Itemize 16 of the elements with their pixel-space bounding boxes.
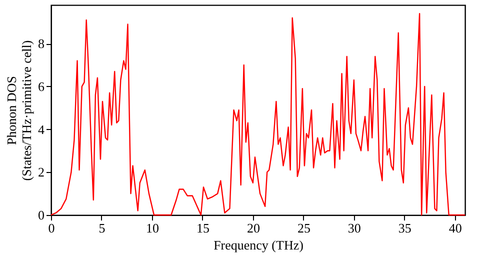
x-tick-label: 40	[448, 220, 462, 236]
y-tick-label: 4	[38, 122, 45, 137]
y-tick-label: 2	[38, 164, 44, 180]
y-tick-label: 0	[38, 208, 44, 222]
x-axis-title: Frequency (THz)	[214, 238, 304, 252]
x-tick-label: 10	[146, 220, 159, 236]
x-tick-label: 25	[297, 220, 310, 236]
x-tick-label: 20	[246, 220, 260, 236]
y-axis-title: Phonon DOS (States/THz·primitive cell)	[4, 40, 34, 181]
y-tick-label: 8	[38, 36, 44, 52]
x-tick-label: 30	[348, 220, 361, 236]
x-tick-label: 0	[48, 220, 55, 236]
y-tick-label: 6	[38, 78, 45, 94]
x-tick-label: 35	[398, 220, 412, 236]
x-tick-label: 15	[196, 220, 210, 236]
x-tick-label: 5	[98, 220, 106, 236]
